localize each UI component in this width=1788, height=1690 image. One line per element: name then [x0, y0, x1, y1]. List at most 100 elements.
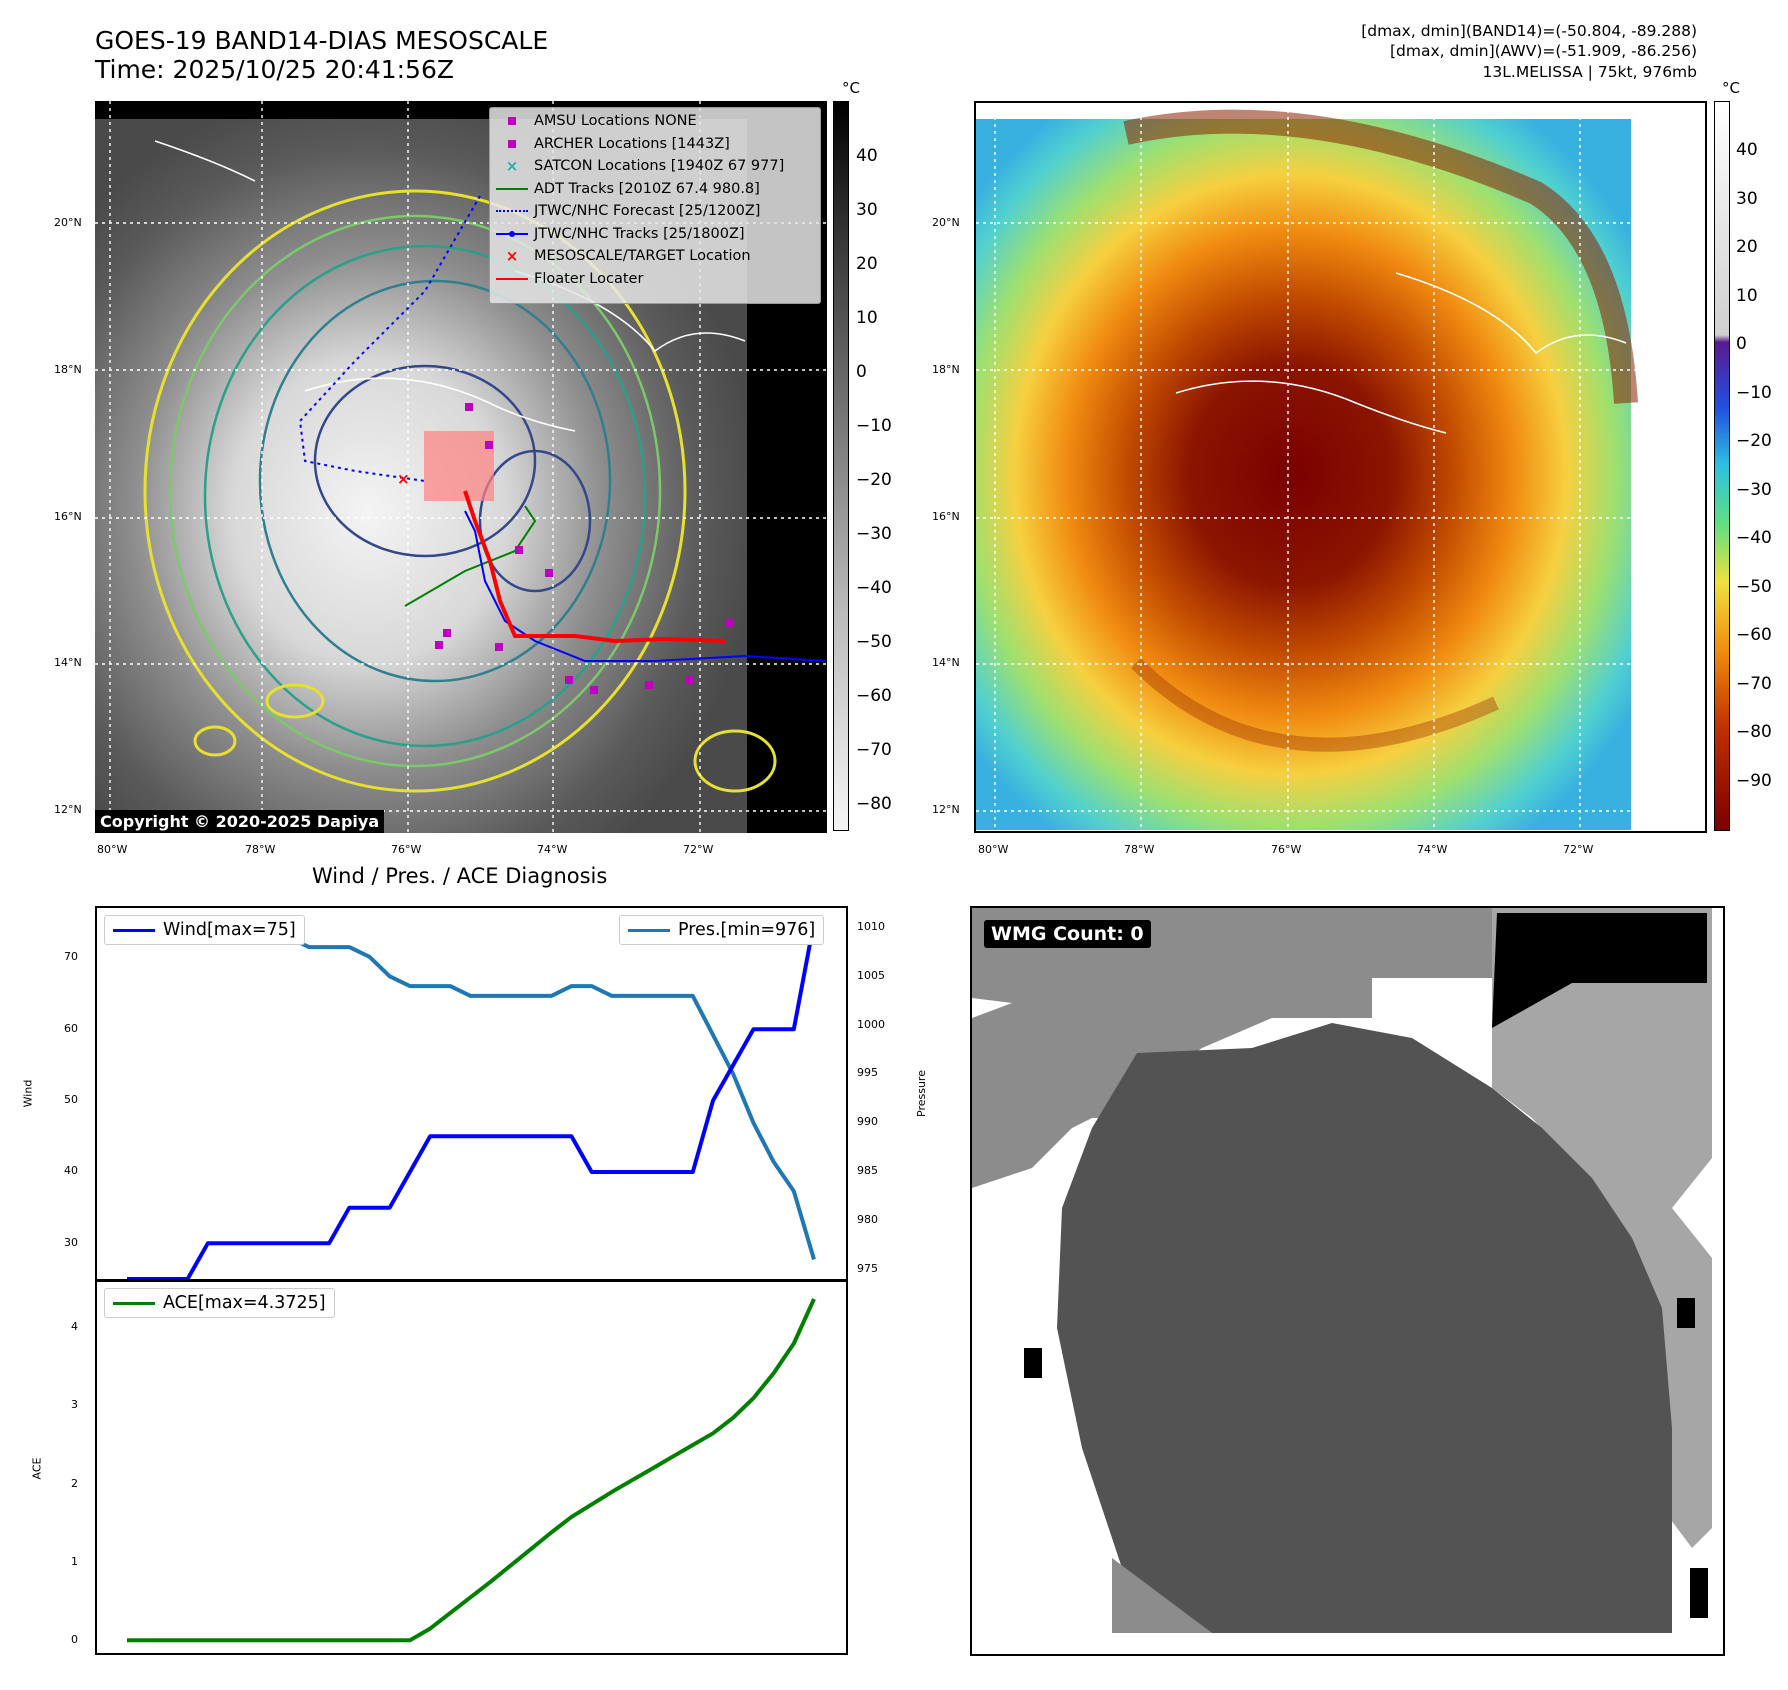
info-awv: [dmax, dmin](AWV)=(-51.909, -86.256): [1390, 42, 1697, 60]
awv-map-image: [976, 103, 1704, 830]
svg-text:×: ×: [397, 470, 410, 488]
dotted-line-icon: [490, 210, 534, 213]
lat-label: 20°N: [932, 216, 960, 229]
lon-label: 78°W: [245, 843, 276, 856]
lon-label: 76°W: [1271, 843, 1302, 856]
lat-label: 20°N: [54, 216, 82, 229]
lat-label: 14°N: [932, 656, 960, 669]
legend-item-adt: ADT Tracks [2010Z 67.4 980.8]: [490, 178, 820, 201]
legend-label: MESOSCALE/TARGET Location: [534, 248, 751, 265]
ace-axis-label: ACE: [30, 1457, 44, 1480]
chart-title: GOES-19 BAND14-DIAS MESOSCALE: [95, 26, 549, 55]
pressure-legend-label: Pres.[min=976]: [678, 920, 816, 940]
lat-label: 18°N: [932, 363, 960, 376]
ir-legend: AMSU Locations NONE ARCHER Locations [14…: [489, 107, 821, 304]
awv-map-panel[interactable]: [974, 101, 1707, 833]
legend-label: SATCON Locations [1940Z 67 977]: [534, 158, 785, 175]
legend-label: AMSU Locations NONE: [534, 113, 697, 130]
cb-tick: 10: [1736, 286, 1758, 306]
cb-tick: −60: [856, 686, 892, 706]
cb-tick: 0: [856, 362, 867, 382]
wind-legend: Wind[max=75]: [104, 915, 305, 945]
lat-label: 12°N: [932, 803, 960, 816]
wind-axis-label: Wind: [21, 1079, 35, 1108]
y-tick-label: 2: [71, 1476, 78, 1490]
line-marker-icon: [490, 277, 534, 280]
wmg-count-label: WMG Count: 0: [984, 920, 1151, 948]
legend-item-forecast: JTWC/NHC Forecast [25/1200Z]: [490, 200, 820, 223]
lon-label: 78°W: [1124, 843, 1155, 856]
y-tick-label: 4: [71, 1320, 78, 1334]
ir-colorbar-unit: °C: [842, 79, 860, 97]
ace-series-line: [127, 1298, 816, 1643]
y-tick-label: 60: [64, 1021, 78, 1035]
cb-tick: −10: [856, 416, 892, 436]
cb-tick: −70: [1736, 674, 1772, 694]
lat-label: 14°N: [54, 656, 82, 669]
pressure-series-line: [127, 915, 816, 1261]
y-tick-label: 1: [71, 1554, 78, 1568]
y-tick-label: 1000: [857, 1017, 885, 1031]
y-tick-label: 990: [857, 1115, 878, 1129]
cb-tick: −20: [1736, 431, 1772, 451]
y-tick-label: 980: [857, 1212, 878, 1226]
cb-tick: 30: [856, 200, 878, 220]
cb-tick: 30: [1736, 189, 1758, 209]
cb-tick: 40: [856, 146, 878, 166]
diagnosis-title: Wind / Pres. / ACE Diagnosis: [312, 864, 608, 888]
y-tick-label: 70: [64, 950, 78, 964]
cb-tick: −50: [856, 632, 892, 652]
y-tick-label: 50: [64, 1093, 78, 1107]
legend-label: JTWC/NHC Tracks [25/1800Z]: [534, 225, 745, 242]
y-tick-label: 40: [64, 1164, 78, 1178]
lon-label: 76°W: [391, 843, 422, 856]
cb-tick: −50: [1736, 577, 1772, 597]
legend-label: JTWC/NHC Forecast [25/1200Z]: [534, 203, 761, 220]
lon-label: 80°W: [97, 843, 128, 856]
cb-tick: −70: [856, 740, 892, 760]
y-tick-label: 3: [71, 1398, 78, 1412]
ir-colorbar: [833, 101, 849, 831]
cb-tick: −90: [1736, 771, 1772, 791]
lon-label: 74°W: [537, 843, 568, 856]
ace-legend: ACE[max=4.3725]: [104, 1288, 335, 1318]
awv-colorbar: [1714, 101, 1730, 831]
square-marker-icon: [490, 117, 534, 126]
legend-item-amsu: AMSU Locations NONE: [490, 110, 820, 133]
lon-label: 80°W: [978, 843, 1009, 856]
x-marker-icon: ×: [505, 247, 519, 266]
ace-legend-label: ACE[max=4.3725]: [163, 1293, 326, 1313]
info-storm: 13L.MELISSA | 75kt, 976mb: [1482, 63, 1697, 81]
cb-tick: −40: [1736, 528, 1772, 548]
legend-item-satcon: × SATCON Locations [1940Z 67 977]: [490, 155, 820, 178]
wind-legend-line-icon: [113, 928, 155, 932]
awv-colorbar-unit: °C: [1722, 79, 1740, 97]
cb-tick: −60: [1736, 625, 1772, 645]
square-marker-icon: [490, 139, 534, 148]
legend-item-floater: Floater Locater: [490, 268, 820, 291]
legend-label: Floater Locater: [534, 270, 644, 287]
legend-item-tracks: JTWC/NHC Tracks [25/1800Z]: [490, 223, 820, 246]
y-tick-label: 975: [857, 1261, 878, 1275]
wmg-panel[interactable]: WMG Count: 0: [970, 906, 1725, 1656]
cb-tick: 20: [1736, 237, 1758, 257]
cb-tick: −40: [856, 578, 892, 598]
y-tick-label: 1005: [857, 968, 885, 982]
lon-label: 72°W: [1563, 843, 1594, 856]
cb-tick: −30: [1736, 480, 1772, 500]
cb-tick: 0: [1736, 334, 1747, 354]
ace-axes[interactable]: [95, 1279, 848, 1655]
lat-label: 12°N: [54, 803, 82, 816]
pressure-legend-line-icon: [628, 928, 670, 932]
legend-label: ADT Tracks [2010Z 67.4 980.8]: [534, 180, 760, 197]
cb-tick: −80: [856, 794, 892, 814]
y-tick-label: 995: [857, 1066, 878, 1080]
wind-pressure-plot: [127, 915, 816, 1281]
ace-legend-line-icon: [113, 1301, 155, 1305]
lat-label: 16°N: [54, 510, 82, 523]
cb-tick: 40: [1736, 140, 1758, 160]
wind-pressure-axes[interactable]: [95, 906, 848, 1282]
line-dot-icon: [490, 230, 534, 237]
wind-legend-label: Wind[max=75]: [163, 920, 296, 940]
cb-tick: 20: [856, 254, 878, 274]
